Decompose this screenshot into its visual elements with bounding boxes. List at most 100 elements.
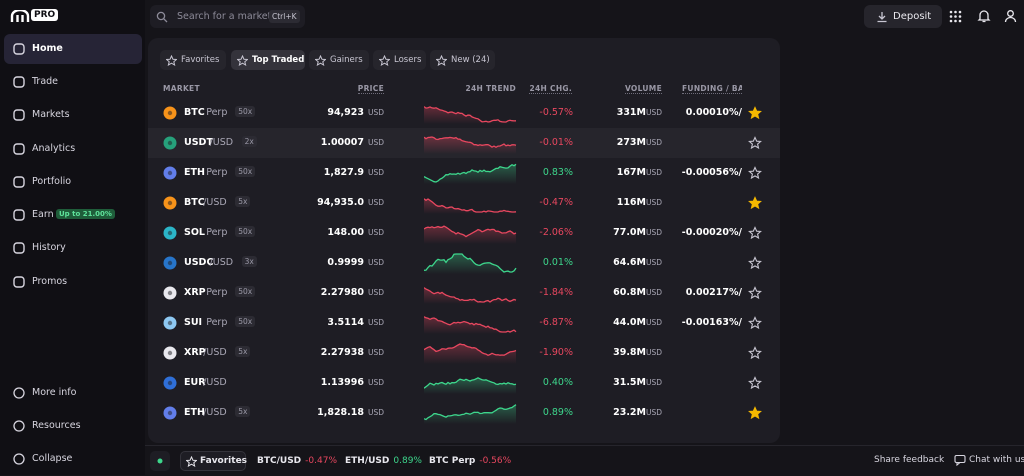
market-row[interactable]: SOL Perp 50x 148.00 USD -2.06% 77.0M USD -0.0002…	[148, 218, 780, 248]
volume: 167M	[616, 167, 646, 178]
nav-label: More info	[32, 387, 77, 398]
volume-unit: USD	[645, 138, 662, 147]
volume-unit: USD	[645, 198, 662, 207]
favorite-star[interactable]	[748, 406, 762, 420]
nav-item[interactable]: Analytics	[4, 134, 142, 164]
change-24h: -0.01%	[539, 137, 573, 148]
favorite-star[interactable]	[748, 376, 762, 390]
filter-tab[interactable]: Favorites	[160, 50, 226, 70]
nav-item[interactable]: Markets	[4, 100, 142, 130]
favorite-star[interactable]	[748, 106, 762, 120]
ticker[interactable]: BTC Perp -0.56%	[429, 455, 511, 466]
favorite-star[interactable]	[748, 166, 762, 180]
price-unit: USD	[367, 408, 384, 417]
markets-panel: Favorites Top Traded Gainers Losers New (24)…	[148, 38, 780, 443]
nav-item[interactable]: Trade	[4, 67, 142, 97]
ticker-change: 0.89%	[393, 456, 422, 466]
leverage-badge: 50x	[235, 286, 256, 297]
footer-bar: Favorites BTC/USD -0.47% ETH/USD 0.89% BTC Pe…	[145, 445, 1024, 476]
tab-label: Gainers	[330, 55, 363, 65]
leverage-badge: 50x	[235, 226, 256, 237]
share-feedback[interactable]: Share feedback	[874, 455, 945, 465]
market-row[interactable]: BTC/USD 5x 94,935.0 USD -0.47% 116M USD	[148, 188, 780, 218]
nav-item[interactable]: Promos	[4, 267, 142, 297]
column-header[interactable]: VOLUME	[624, 84, 662, 94]
leverage-badge: 5x	[235, 406, 251, 417]
filter-tab[interactable]: Gainers	[309, 50, 369, 70]
column-header[interactable]: PRICE	[357, 84, 384, 94]
nav-icon	[13, 209, 25, 221]
market-row[interactable]: ETH Perp 50x 1,827.9 USD 0.83% 167M USD -0.00056…	[148, 158, 780, 188]
logo-badge: PRO	[31, 9, 59, 21]
market-base: ETH	[184, 407, 205, 418]
deposit-button[interactable]: Deposit	[864, 5, 942, 28]
filter-tab[interactable]: Top Traded	[231, 50, 305, 70]
nav-label: Home	[32, 43, 63, 54]
coin-icon	[163, 376, 177, 390]
favorite-star[interactable]	[748, 226, 762, 240]
volume: 44.0M	[613, 317, 646, 328]
sidebar-bottom-item[interactable]: Resources	[4, 414, 142, 438]
coin-icon	[163, 256, 177, 270]
tab-label: Favorites	[181, 55, 220, 65]
ticker-change: -0.56%	[479, 456, 512, 466]
filter-tab[interactable]: New (24)	[430, 50, 495, 70]
coin-icon	[163, 136, 177, 150]
market-row[interactable]: XRP/USD 5x 2.27938 USD -1.90% 39.8M USD	[148, 338, 780, 368]
market-row[interactable]: USDT/USD 2x 1.00007 USD -0.01% 273M USD	[148, 128, 780, 158]
market-row[interactable]: EUR/USD 1.13996 USD 0.40% 31.5M USD	[148, 368, 780, 398]
market-row[interactable]: XRP Perp 50x 2.27980 USD -1.84% 60.8M USD 0.0021…	[148, 278, 780, 308]
chat-with-us[interactable]: Chat with us	[969, 455, 1024, 465]
ticker-pair: BTC Perp	[429, 456, 476, 466]
change-24h: -0.47%	[539, 197, 573, 208]
market-row[interactable]: USDC/USD 3x 0.9999 USD 0.01% 64.6M USD	[148, 248, 780, 278]
volume-unit: USD	[645, 168, 662, 177]
nav-item[interactable]: History	[4, 233, 142, 263]
favorite-star[interactable]	[748, 346, 762, 360]
tab-icon	[379, 55, 390, 66]
ticker-pair: BTC/USD	[257, 456, 302, 466]
price: 1.13996	[320, 377, 364, 388]
ticker[interactable]: BTC/USD -0.47%	[257, 455, 337, 466]
volume: 331M	[616, 107, 646, 118]
filter-tab[interactable]: Losers	[373, 50, 426, 70]
price: 0.9999	[327, 257, 364, 268]
search-box[interactable]: Search for a market Ctrl+K	[150, 5, 305, 28]
star-icon	[748, 316, 762, 330]
price-unit: USD	[367, 138, 384, 147]
price: 1,828.18	[317, 407, 364, 418]
nav-item[interactable]: Earn Up to 21.00%	[4, 200, 142, 230]
favorite-star[interactable]	[748, 196, 762, 210]
market-quote: /USD	[203, 347, 227, 358]
price-unit: USD	[367, 258, 384, 267]
favorites-button[interactable]: Favorites	[180, 451, 247, 471]
nav-item[interactable]: Home	[4, 34, 142, 64]
star-icon	[748, 106, 762, 120]
market-row[interactable]: SUI Perp 50x 3.5114 USD -6.87% 44.0M USD -0.0016…	[148, 308, 780, 338]
ticker[interactable]: ETH/USD 0.89%	[345, 455, 422, 466]
status-dot	[157, 458, 163, 464]
connection-status	[150, 451, 170, 471]
leverage-badge: 5x	[235, 196, 251, 207]
favorite-star[interactable]	[748, 286, 762, 300]
price: 148.00	[327, 227, 364, 238]
sidebar-bottom-item[interactable]: More info	[4, 381, 142, 405]
star-icon	[748, 376, 762, 390]
nav-icon	[13, 176, 25, 188]
sidebar-bottom-item[interactable]: Collapse	[4, 447, 142, 471]
column-header[interactable]: FUNDING / BA	[682, 84, 742, 94]
favorite-star[interactable]	[748, 136, 762, 150]
nav-item[interactable]: Portfolio	[4, 167, 142, 197]
favorite-star[interactable]	[748, 316, 762, 330]
volume-unit: USD	[645, 288, 662, 297]
favorite-star[interactable]	[748, 256, 762, 270]
earn-badge: Up to 21.00%	[56, 209, 115, 219]
market-row[interactable]: BTC Perp 50x 94,923 USD -0.57% 331M USD 0.00010%…	[148, 98, 780, 128]
funding-rate: 0.00010%/	[685, 107, 742, 118]
leverage-badge: 50x	[235, 316, 256, 327]
volume-unit: USD	[645, 378, 662, 387]
column-header[interactable]: 24H CHG.	[529, 84, 572, 94]
column-header[interactable]: 24H TREND	[465, 84, 516, 93]
account-icon	[1004, 10, 1017, 23]
market-row[interactable]: ETH/USD 5x 1,828.18 USD 0.89% 23.2M USD	[148, 398, 780, 428]
